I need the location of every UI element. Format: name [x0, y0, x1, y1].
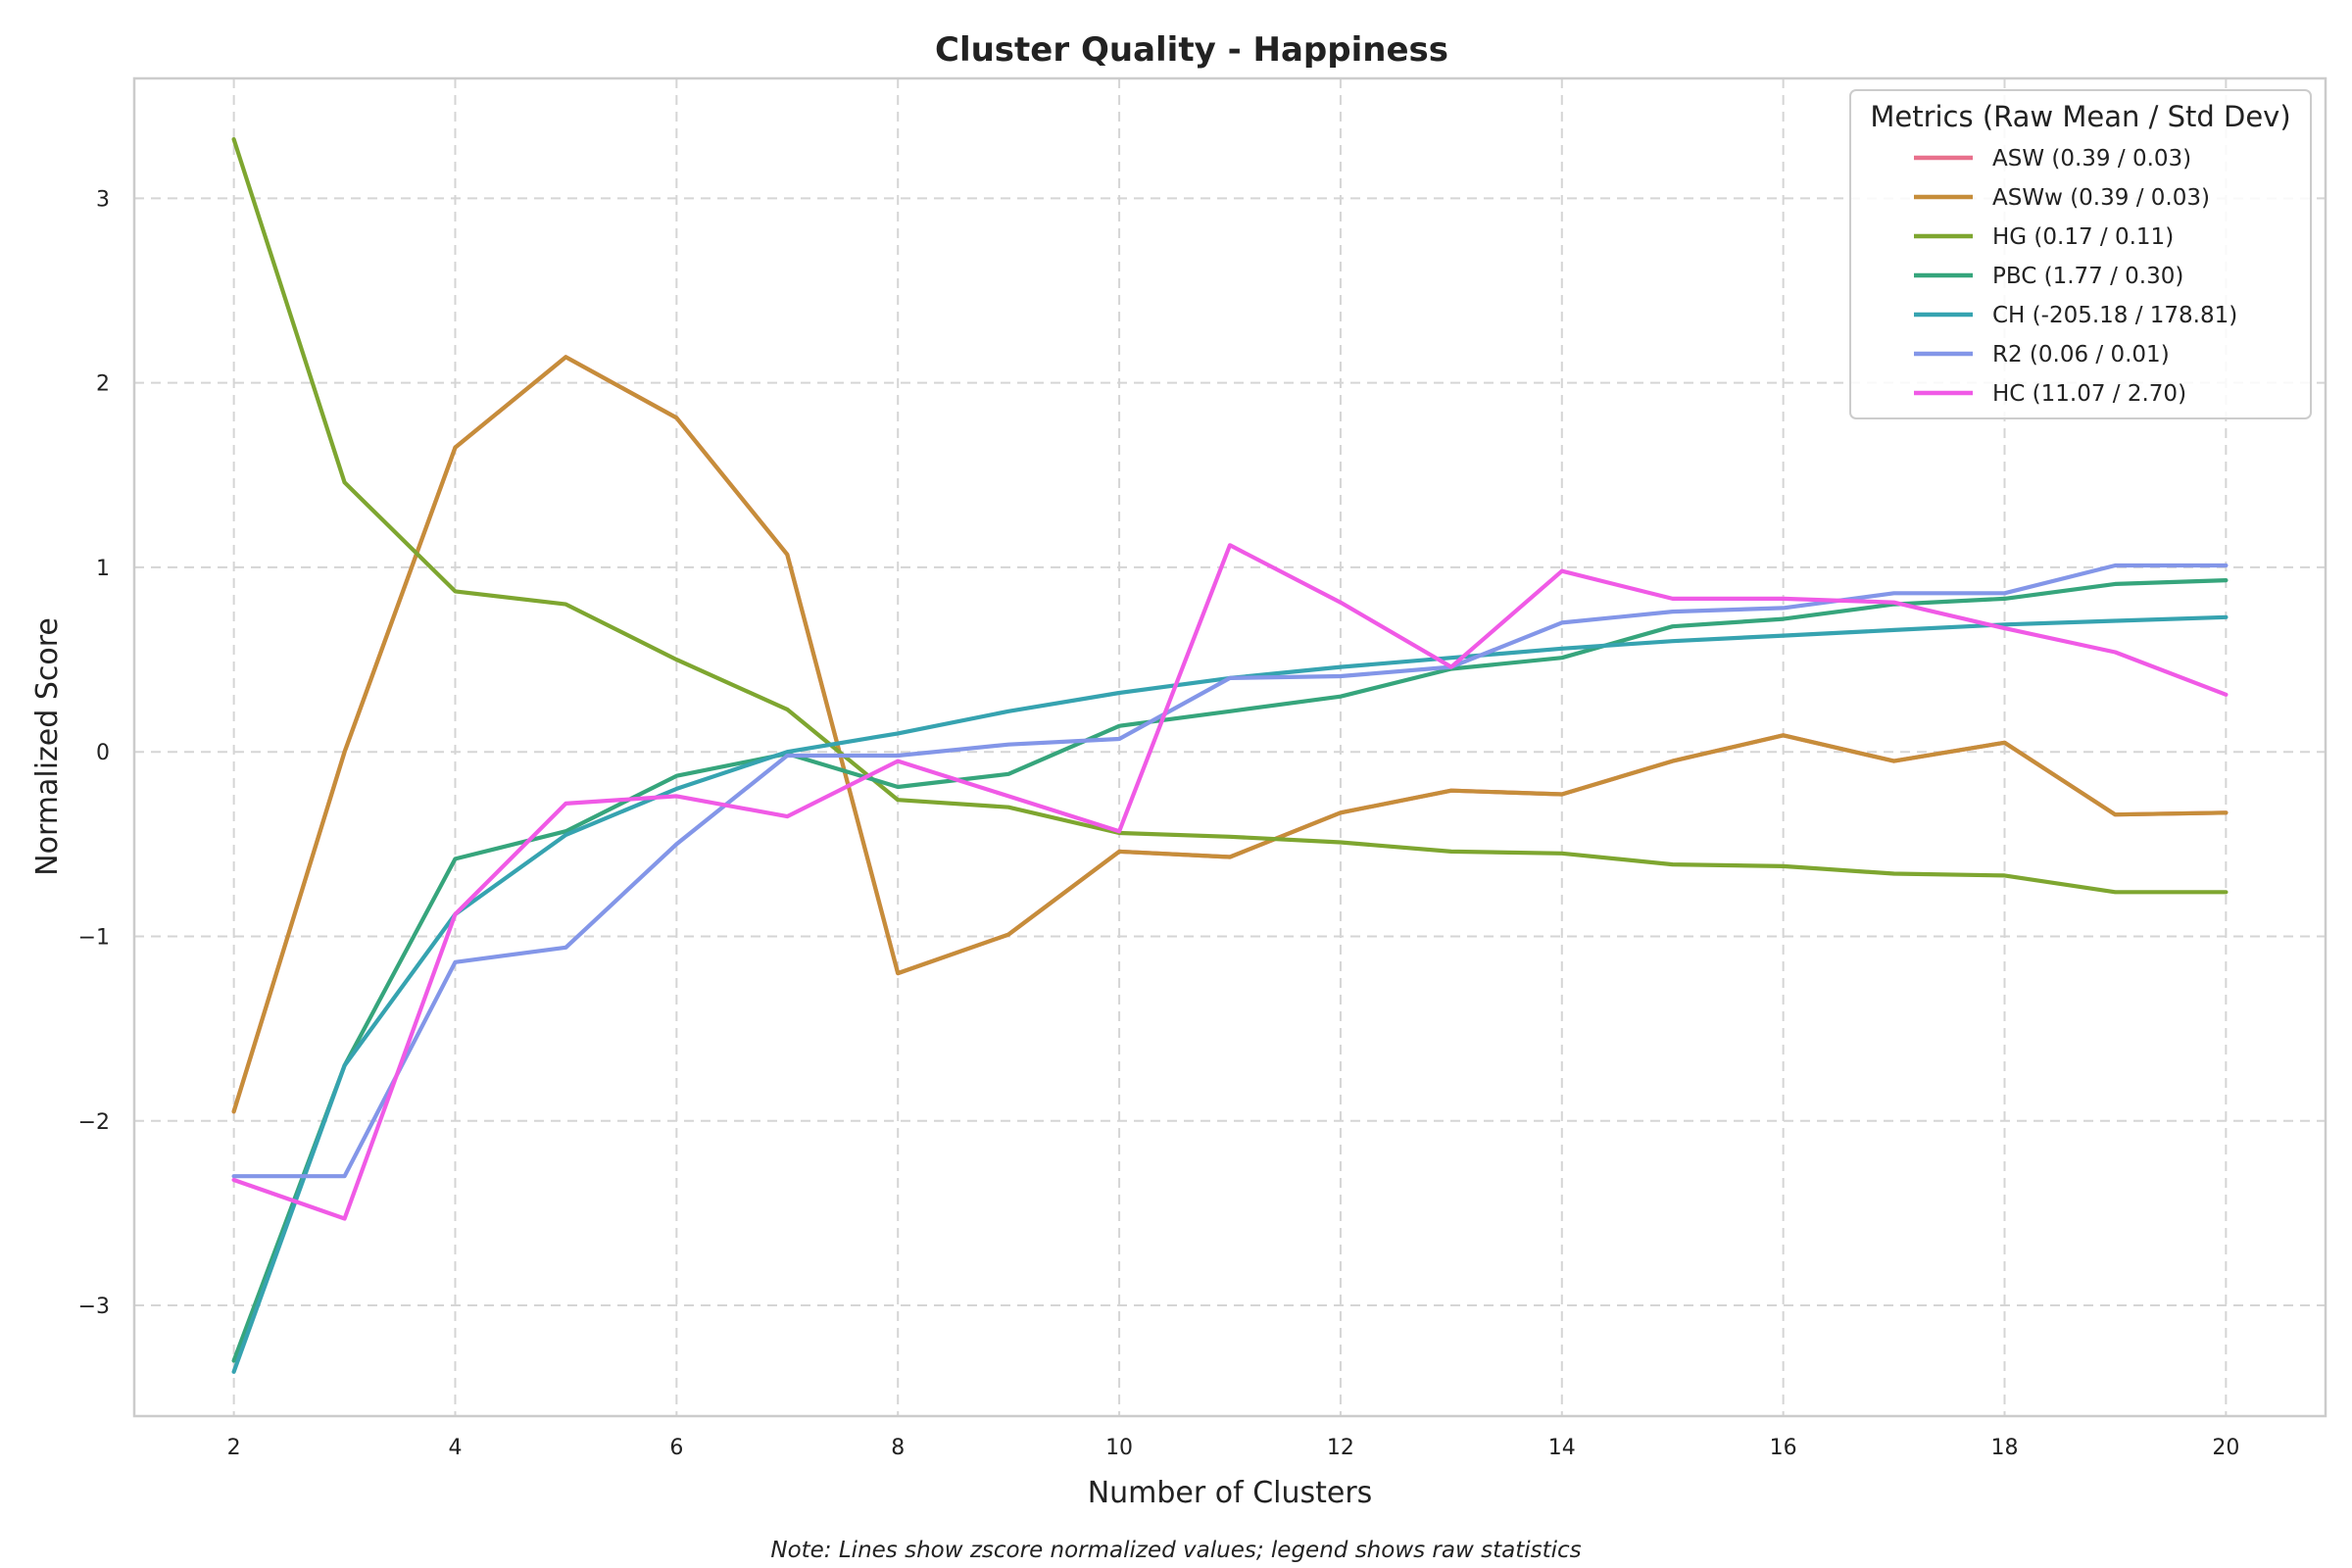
series-line-5 — [231, 563, 2229, 1179]
x-tick-label: 10 — [1105, 1436, 1133, 1460]
series-line-2 — [231, 137, 2229, 895]
plot-frame — [132, 76, 2328, 1418]
legend-entries: ASW (0.39 / 0.03) ASWw (0.39 / 0.03) HG (0… — [1914, 146, 2237, 407]
y-tick-label: 3 — [96, 187, 110, 212]
legend-label-6: HC (11.07 / 2.70) — [1992, 381, 2186, 407]
legend-box — [1849, 89, 2312, 419]
legend-label-1: ASWw (0.39 / 0.03) — [1992, 185, 2210, 211]
legend-label-4: CH (-205.18 / 178.81) — [1992, 303, 2237, 328]
series-line-0 — [231, 355, 2229, 1114]
series-lines — [231, 137, 2229, 1374]
x-axis-label: Number of Clusters — [1088, 1476, 1373, 1510]
y-tick-label: 2 — [96, 372, 110, 397]
chart-note: Note: Lines show zscore normalized value… — [770, 1538, 1581, 1563]
series-line-4 — [231, 614, 2229, 1374]
x-tick-label: 4 — [448, 1436, 462, 1460]
series-line-1 — [231, 355, 2229, 1114]
legend: Metrics (Raw Mean / Std Dev) ASW (0.39 /… — [1849, 89, 2312, 419]
chart-title: Cluster Quality - Happiness — [935, 30, 1448, 70]
legend-title: Metrics (Raw Mean / Std Dev) — [1870, 100, 2290, 133]
x-tick-label: 12 — [1327, 1436, 1354, 1460]
y-tick-label: −1 — [78, 925, 110, 950]
y-axis-label: Normalized Score — [30, 617, 65, 876]
y-tick-labels: −3 −2 −1 0 1 2 3 — [78, 187, 110, 1319]
x-tick-label: 14 — [1548, 1436, 1576, 1460]
legend-label-3: PBC (1.77 / 0.30) — [1992, 264, 2183, 289]
x-tick-labels: 2 4 6 8 10 12 14 16 18 20 — [227, 1436, 2240, 1460]
series-line-6 — [231, 543, 2229, 1221]
legend-label-2: HG (0.17 / 0.11) — [1992, 224, 2174, 250]
x-tick-label: 18 — [1991, 1436, 2019, 1460]
y-tick-label: −3 — [78, 1295, 110, 1319]
legend-label-0: ASW (0.39 / 0.03) — [1992, 146, 2191, 172]
series-line-3 — [231, 578, 2229, 1363]
x-tick-label: 8 — [891, 1436, 905, 1460]
y-tick-label: 0 — [96, 741, 110, 765]
x-tick-label: 20 — [2212, 1436, 2239, 1460]
x-tick-label: 16 — [1770, 1436, 1797, 1460]
y-tick-label: −2 — [78, 1110, 110, 1135]
x-tick-label: 2 — [227, 1436, 241, 1460]
y-tick-label: 1 — [96, 557, 110, 581]
legend-label-5: R2 (0.06 / 0.01) — [1992, 342, 2170, 368]
x-tick-label: 6 — [669, 1436, 683, 1460]
